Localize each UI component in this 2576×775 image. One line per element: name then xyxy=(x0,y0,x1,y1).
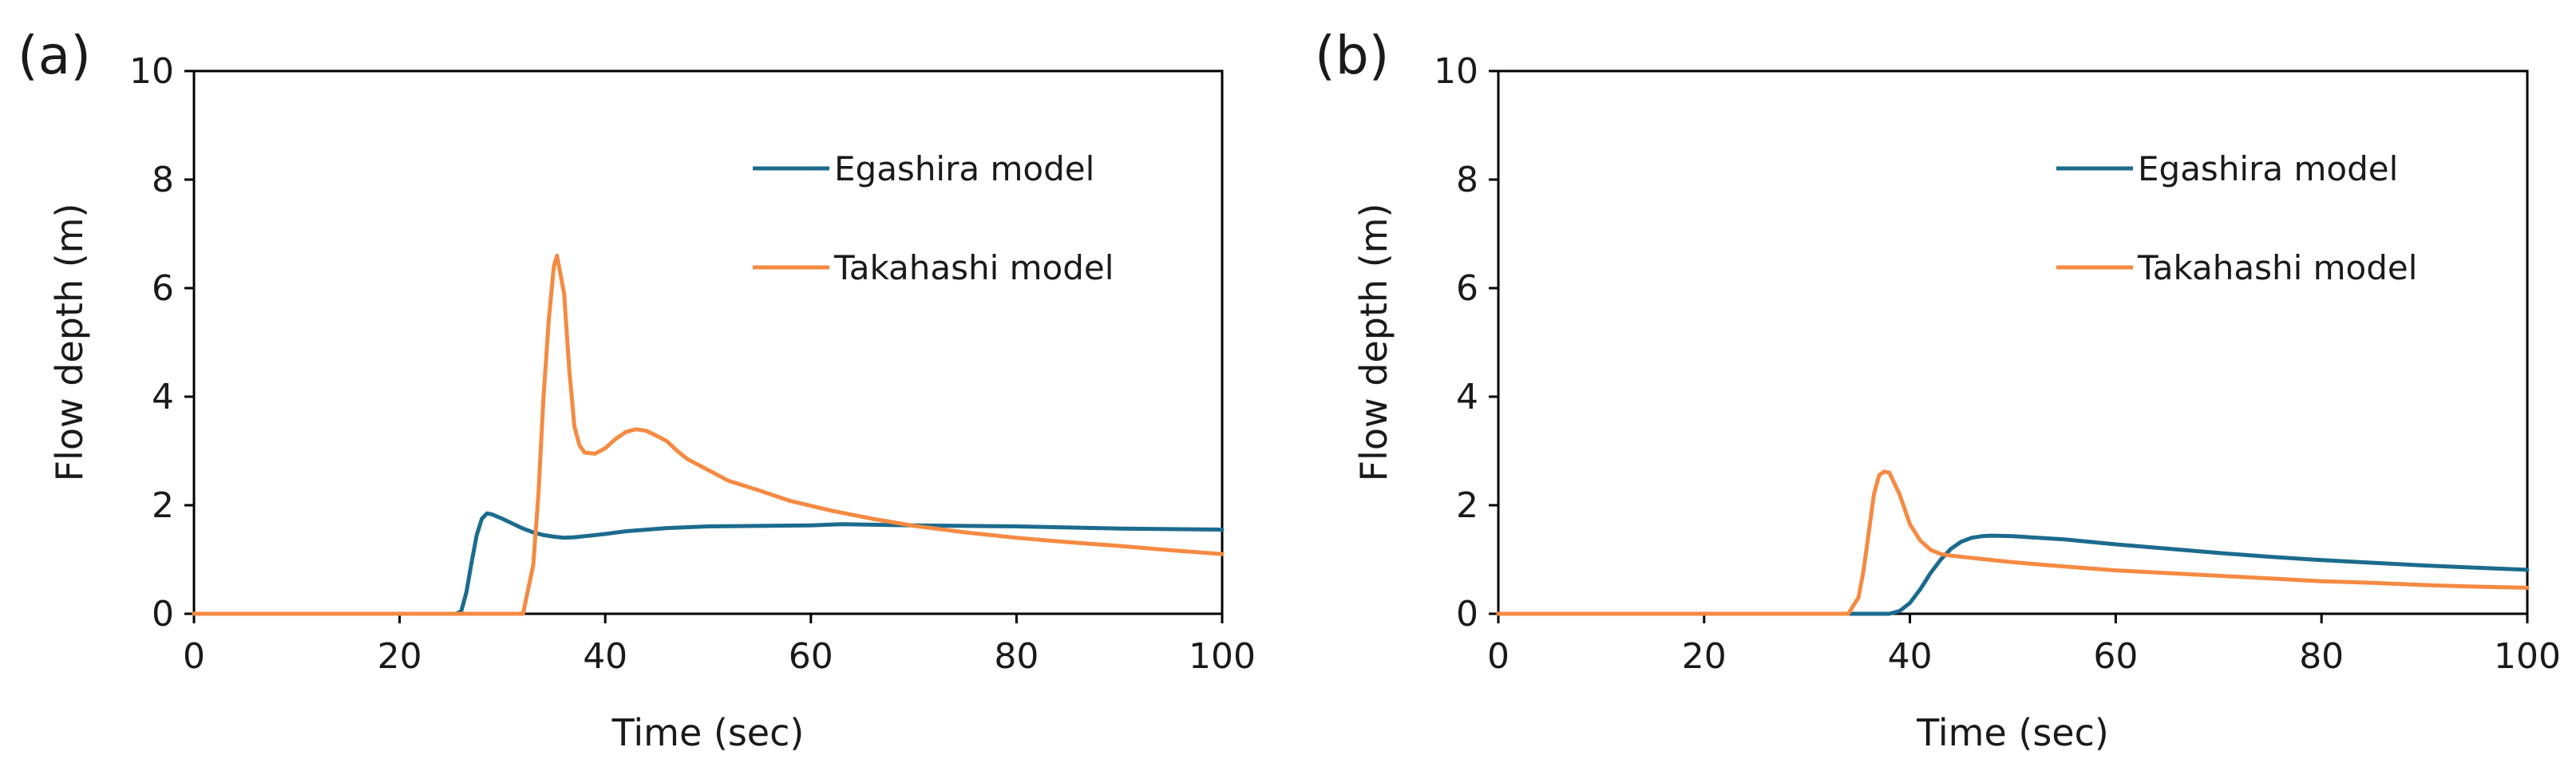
x-axis-title: Time (sec) xyxy=(611,711,805,754)
y-tick-label: 4 xyxy=(1456,377,1478,417)
x-tick-label: 0 xyxy=(1487,636,1510,677)
x-tick-label: 100 xyxy=(2494,636,2561,677)
legend-label-egashira-model: Egashira model xyxy=(2138,149,2398,188)
y-tick-label: 6 xyxy=(152,268,174,309)
y-tick-label: 10 xyxy=(1434,51,1478,92)
y-tick-label: 10 xyxy=(129,51,174,92)
y-tick-label: 2 xyxy=(1456,485,1478,526)
legend-label-takahashi-model: Takahashi model xyxy=(2137,248,2417,287)
series-line-egashira-model xyxy=(1496,533,2530,616)
x-tick-label: 0 xyxy=(183,636,205,677)
x-tick-label: 60 xyxy=(789,636,833,677)
plot-frame xyxy=(1497,69,2529,615)
y-tick-label: 0 xyxy=(1456,594,1478,635)
legend-label-takahashi-model: Takahashi model xyxy=(833,248,1114,287)
legend-label-egashira-model: Egashira model xyxy=(834,149,1094,188)
y-tick-label: 8 xyxy=(1456,160,1478,200)
y-tick-label: 4 xyxy=(152,377,174,417)
y-tick-label: 2 xyxy=(152,485,174,526)
series-line-takahashi-model xyxy=(1496,469,2530,616)
series-line-takahashi-model xyxy=(192,253,1225,616)
x-tick-label: 40 xyxy=(1888,636,1933,677)
plot-frame xyxy=(192,69,1224,615)
x-tick-label: 40 xyxy=(583,636,627,677)
y-axis-title: Flow depth (m) xyxy=(48,204,91,482)
y-tick-label: 8 xyxy=(152,160,174,200)
x-axis-title: Time (sec) xyxy=(1916,711,2109,754)
x-tick-label: 20 xyxy=(378,636,422,677)
y-tick-label: 6 xyxy=(1456,268,1478,309)
x-tick-label: 60 xyxy=(2093,636,2138,677)
x-tick-label: 80 xyxy=(994,636,1039,677)
x-tick-label: 20 xyxy=(1682,636,1727,677)
series-line-egashira-model xyxy=(192,511,1225,616)
x-tick-label: 100 xyxy=(1189,636,1256,677)
y-tick-label: 0 xyxy=(152,594,174,635)
panel-label: (b) xyxy=(1315,25,1389,86)
x-tick-label: 80 xyxy=(2299,636,2344,677)
panel-label: (a) xyxy=(18,25,91,86)
y-axis-title: Flow depth (m) xyxy=(1352,204,1395,482)
